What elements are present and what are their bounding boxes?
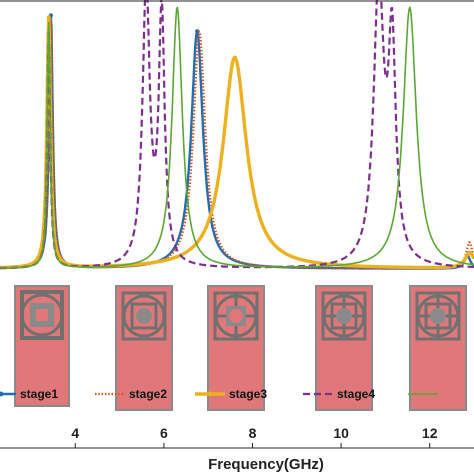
legend-marker bbox=[0, 391, 4, 397]
stage1-structure-image bbox=[13, 284, 71, 408]
tick-layer: 4 6 8 10 12 bbox=[71, 425, 438, 448]
series-peak-point bbox=[467, 250, 472, 255]
legend: stage1 stage2 stage3 stage4 bbox=[0, 387, 438, 401]
stage2-structure-image bbox=[115, 285, 173, 411]
x-tick-label: 12 bbox=[422, 425, 438, 441]
series-line-5 bbox=[0, 6, 474, 269]
legend-marker bbox=[207, 391, 213, 397]
series-peak-point bbox=[232, 55, 237, 60]
x-tick-label: 6 bbox=[160, 425, 168, 441]
x-axis-label: Frequency(GHz) bbox=[208, 456, 324, 473]
legend-label-2: stage2 bbox=[129, 387, 167, 401]
legend-label-1: stage1 bbox=[20, 387, 58, 401]
legend-label-3: stage3 bbox=[229, 387, 267, 401]
stage5-structure-image bbox=[409, 285, 467, 411]
x-tick-label: 4 bbox=[71, 425, 79, 441]
series-peak-point bbox=[46, 16, 51, 21]
series-layer bbox=[0, 0, 474, 270]
series-line-4 bbox=[0, 0, 474, 270]
series-line-3 bbox=[0, 15, 474, 270]
x-tick-label: 8 bbox=[249, 425, 257, 441]
legend-label-4: stage4 bbox=[337, 387, 375, 401]
stage3-structure-image bbox=[207, 285, 265, 411]
stage4-structure-image bbox=[315, 285, 373, 411]
x-tick-label: 10 bbox=[333, 425, 349, 441]
